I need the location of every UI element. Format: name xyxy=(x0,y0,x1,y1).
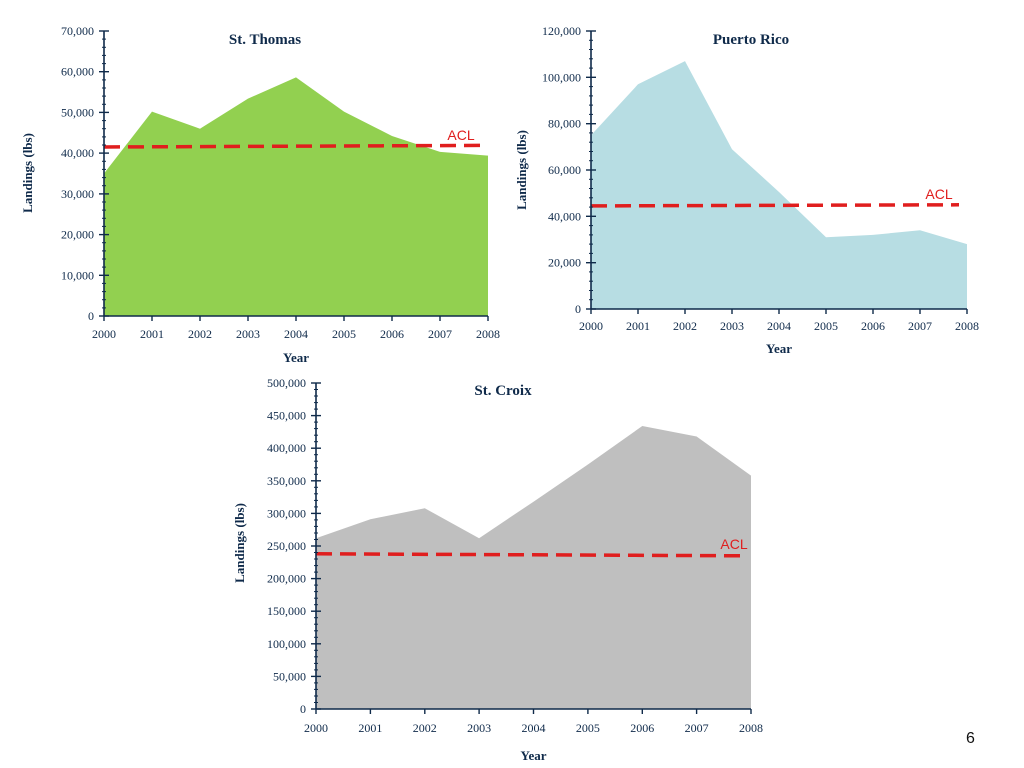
chart-title: Puerto Rico xyxy=(713,32,789,48)
x-tick-label: 2000 xyxy=(92,327,116,341)
area-series xyxy=(104,77,488,317)
x-tick-label: 2001 xyxy=(140,327,164,341)
x-tick-label: 2006 xyxy=(630,721,654,735)
x-tick-label: 2008 xyxy=(476,327,500,341)
x-tick-label: 2005 xyxy=(576,721,600,735)
x-tick-label: 2008 xyxy=(739,721,763,735)
x-tick-label: 2004 xyxy=(522,721,546,735)
acl-line xyxy=(103,143,481,149)
x-tick-label: 2003 xyxy=(720,319,744,333)
x-tick-label: 2004 xyxy=(767,319,791,333)
y-tick-label: 80,000 xyxy=(548,117,581,131)
y-tick-label: 120,000 xyxy=(542,24,581,38)
y-tick-label: 50,000 xyxy=(61,105,94,119)
y-tick-label: 200,000 xyxy=(267,572,306,586)
chart-st-thomas: ACL 0 10,000 20,000 30,000 40,000 50,000 60,000… xyxy=(20,24,500,365)
y-axis-label: Landings (lbs) xyxy=(514,130,529,210)
x-tick-label: 2005 xyxy=(814,319,838,333)
acl-label: ACL xyxy=(720,536,747,552)
x-tick-label: 2006 xyxy=(861,319,885,333)
y-tick-label: 500,000 xyxy=(267,376,306,390)
y-tick-label: 350,000 xyxy=(267,474,306,488)
x-tick-label: 2001 xyxy=(358,721,382,735)
y-tick-label: 70,000 xyxy=(61,24,94,38)
x-axis-label: Year xyxy=(766,341,792,356)
chart-st-croix: ACL 0 50,000 100,000 150,000 200,000 250,000 30… xyxy=(232,376,763,763)
y-tick-label: 250,000 xyxy=(267,539,306,553)
x-tick-label: 2003 xyxy=(236,327,260,341)
x-tick-label: 2008 xyxy=(955,319,979,333)
y-tick-label: 0 xyxy=(575,302,581,316)
x-tick-label: 2002 xyxy=(673,319,697,333)
x-axis-label: Year xyxy=(283,350,309,365)
y-axis-label: Landings (lbs) xyxy=(232,503,247,583)
y-tick-label: 20,000 xyxy=(61,228,94,242)
x-tick-label: 2002 xyxy=(413,721,437,735)
y-tick-label: 50,000 xyxy=(273,669,306,683)
chart-puerto-rico: ACL 0 20,000 40,000 60,000 80,000 100,000 120,0… xyxy=(514,24,979,356)
y-tick-label: 10,000 xyxy=(61,268,94,282)
x-tick-label: 2007 xyxy=(685,721,709,735)
y-tick-label: 40,000 xyxy=(548,209,581,223)
y-tick-label: 20,000 xyxy=(548,256,581,270)
y-tick-label: 0 xyxy=(88,309,94,323)
y-tick-label: 150,000 xyxy=(267,604,306,618)
x-tick-label: 2000 xyxy=(304,721,328,735)
x-tick-label: 2001 xyxy=(626,319,650,333)
x-tick-label: 2007 xyxy=(428,327,452,341)
acl-line xyxy=(590,203,960,208)
x-tick-label: 2000 xyxy=(579,319,603,333)
y-tick-label: 300,000 xyxy=(267,506,306,520)
x-axis-label: Year xyxy=(521,748,547,763)
y-tick-label: 60,000 xyxy=(61,65,94,79)
y-tick-label: 30,000 xyxy=(61,187,94,201)
area-series xyxy=(316,426,751,709)
acl-label: ACL xyxy=(925,186,952,202)
y-tick-label: 100,000 xyxy=(542,70,581,84)
x-tick-label: 2006 xyxy=(380,327,404,341)
y-tick-label: 40,000 xyxy=(61,146,94,160)
x-tick-label: 2007 xyxy=(908,319,932,333)
x-tick-label: 2005 xyxy=(332,327,356,341)
area-series xyxy=(591,61,967,309)
chart-title: St. Croix xyxy=(474,383,532,399)
y-tick-label: 450,000 xyxy=(267,409,306,423)
y-tick-label: 100,000 xyxy=(267,637,306,651)
chart-title: St. Thomas xyxy=(229,32,301,48)
y-tick-label: 400,000 xyxy=(267,441,306,455)
page-number: 6 xyxy=(966,730,975,747)
x-tick-label: 2004 xyxy=(284,327,308,341)
x-tick-label: 2002 xyxy=(188,327,212,341)
y-tick-label: 60,000 xyxy=(548,163,581,177)
y-axis-label: Landings (lbs) xyxy=(20,133,35,213)
acl-label: ACL xyxy=(447,127,474,143)
x-tick-label: 2003 xyxy=(467,721,491,735)
y-tick-label: 0 xyxy=(300,702,306,716)
